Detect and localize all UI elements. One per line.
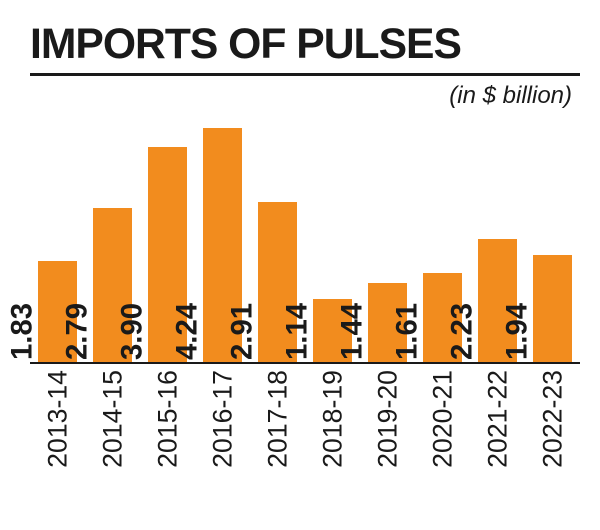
bar-value-label: 4.24 [170, 303, 204, 360]
x-axis-label: 2016-17 [207, 370, 238, 468]
x-label-column: 2013-14 [30, 368, 85, 498]
chart-title: IMPORTS OF PULSES [30, 20, 580, 69]
x-axis-label: 2018-19 [317, 370, 348, 468]
x-label-column: 2022-23 [525, 368, 580, 498]
bar-column: 1.94 [525, 114, 580, 362]
bar-value-label: 1.44 [335, 303, 369, 360]
chart-area: 1.832.793.904.242.911.141.441.612.231.94… [30, 114, 580, 498]
x-axis-labels: 2013-14 2014-15 2015-16 2016-17 2017-18 2018-… [30, 368, 580, 498]
title-rule [30, 73, 580, 76]
x-axis-label: 2021-22 [482, 370, 513, 468]
bar-value-label: 1.14 [280, 303, 314, 360]
x-label-column: 2017-18 [250, 368, 305, 498]
x-label-column: 2019-20 [360, 368, 415, 498]
x-label-column: 2018-19 [305, 368, 360, 498]
bar-value-label: 3.90 [115, 303, 149, 360]
bar-value-label: 1.83 [5, 303, 39, 360]
x-axis-label: 2014-15 [97, 370, 128, 468]
bar-value-label: 2.91 [225, 303, 259, 360]
bar-value-label: 2.79 [60, 303, 94, 360]
x-label-column: 2014-15 [85, 368, 140, 498]
x-label-column: 2016-17 [195, 368, 250, 498]
x-axis-label: 2013-14 [42, 370, 73, 468]
bar-value-label: 1.61 [390, 303, 424, 360]
bar-value-label: 2.23 [445, 303, 479, 360]
x-axis-label: 2022-23 [537, 370, 568, 468]
chart-subtitle: (in $ billion) [449, 82, 572, 109]
x-label-column: 2021-22 [470, 368, 525, 498]
x-axis-label: 2017-18 [262, 370, 293, 468]
x-label-column: 2015-16 [140, 368, 195, 498]
bar-value-label: 1.94 [500, 303, 534, 360]
chart-plot: 1.832.793.904.242.911.141.441.612.231.94 [30, 114, 580, 364]
x-axis-label: 2015-16 [152, 370, 183, 468]
x-axis-label: 2020-21 [427, 370, 458, 468]
chart-page: IMPORTS OF PULSES (in $ billion) 1.83 2.7… [0, 0, 600, 530]
bar [533, 255, 573, 362]
subtitle-row: (in $ billion) [30, 82, 580, 110]
x-label-column: 2020-21 [415, 368, 470, 498]
bar-group: 1.832.793.904.242.911.141.441.612.231.94 [30, 114, 580, 362]
x-axis-label: 2019-20 [372, 370, 403, 468]
